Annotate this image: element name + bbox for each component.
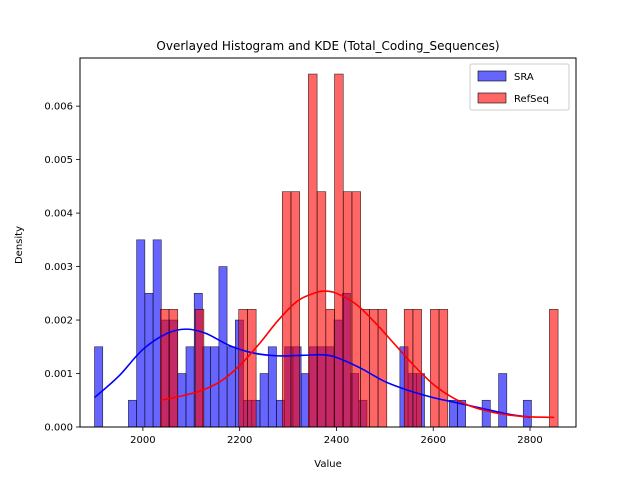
y-tick-label: 0.004 <box>44 209 73 220</box>
histogram-bar-refseq <box>290 191 300 428</box>
plot-area <box>79 57 577 428</box>
histogram-bar-refseq <box>247 309 257 428</box>
histogram-bar-sra <box>259 373 269 428</box>
histogram-bar-refseq <box>334 73 344 428</box>
kde-line-sra <box>93 328 531 419</box>
x-axis-label: Value <box>314 459 341 470</box>
chart-title: Overlayed Histogram and KDE (Total_Codin… <box>156 39 499 53</box>
histogram-bar-sra <box>267 346 277 428</box>
histogram-bar-refseq <box>308 73 318 428</box>
histogram-bar-sra <box>177 373 187 428</box>
x-tick-label: 2600 <box>421 435 446 446</box>
histogram-bar-refseq <box>351 191 361 428</box>
y-tick-label: 0.006 <box>44 102 73 113</box>
histogram-bar-sra <box>481 399 491 428</box>
histogram-bar-refseq <box>238 309 248 428</box>
histogram-bar-sra <box>448 399 458 428</box>
x-axis: 2000 2200 2400 2600 2800 <box>130 427 543 446</box>
histogram-bar-refseq <box>281 191 292 428</box>
histogram-bar-refseq <box>438 309 449 428</box>
histogram-bar-sra <box>522 399 532 428</box>
y-axis: 0.000 0.001 0.002 0.003 0.004 0.005 0.006 <box>44 102 80 434</box>
y-tick-label: 0.003 <box>44 262 73 273</box>
x-tick-label: 2200 <box>227 435 252 446</box>
y-tick-label: 0.000 <box>44 423 73 434</box>
legend-swatch-sra <box>477 70 507 82</box>
legend: SRA RefSeq <box>469 63 570 111</box>
x-tick-label: 2800 <box>517 435 542 446</box>
legend-label-refseq: RefSeq <box>514 94 549 105</box>
x-tick-label: 2000 <box>130 435 155 446</box>
histogram-bar-sra <box>218 266 228 428</box>
histogram-bar-sra <box>226 346 236 428</box>
legend-swatch-refseq <box>477 92 507 104</box>
histogram-bar-refseq <box>430 309 440 428</box>
y-axis-label: Density <box>14 226 25 264</box>
histogram-bar-refseq <box>168 309 179 428</box>
histogram-bar-sra <box>185 346 195 428</box>
histogram-bar-refseq <box>549 309 559 428</box>
kde-line-refseq <box>160 290 555 419</box>
histogram-bar-refseq <box>160 309 170 428</box>
y-tick-label: 0.005 <box>44 155 73 166</box>
x-tick-label: 2400 <box>324 435 349 446</box>
y-tick-label: 0.002 <box>44 316 73 327</box>
histogram-bar-sra <box>136 239 146 428</box>
histogram-bar-refseq <box>369 309 379 428</box>
histogram-bar-refseq <box>194 309 205 428</box>
plot-frame <box>79 57 577 428</box>
histogram-bar-refseq <box>342 191 353 428</box>
legend-label-sra: SRA <box>514 72 534 83</box>
histogram-bar-sra <box>94 346 104 428</box>
histogram-bar-refseq <box>403 309 414 428</box>
histogram-bar-sra <box>144 292 154 428</box>
histogram-bar-sra <box>498 373 508 428</box>
y-tick-label: 0.001 <box>44 369 73 380</box>
histogram-bar-refseq <box>316 191 327 428</box>
histogram-bar-refseq <box>325 309 335 428</box>
histogram-bar-sra <box>128 399 137 428</box>
